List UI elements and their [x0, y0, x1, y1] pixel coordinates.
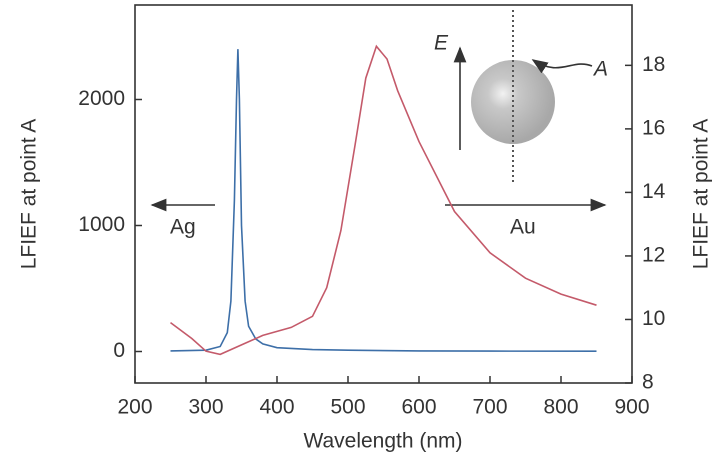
x-tick-label: 400	[259, 396, 294, 419]
x-tick-label: 800	[543, 396, 578, 419]
inset: E A	[434, 10, 608, 185]
y2-axis-label: LFIEF at point A	[690, 119, 713, 270]
y2-tick-label: 12	[642, 243, 665, 266]
y2-tick-label: 18	[642, 53, 665, 76]
y2-tick-label: 14	[642, 180, 666, 203]
y2-tick-label: 10	[642, 307, 665, 330]
field-label: E	[434, 32, 449, 55]
y-tick-label: 2000	[78, 87, 125, 110]
au-label: Au	[510, 216, 536, 239]
x-axis-label: Wavelength (nm)	[303, 430, 462, 453]
point-label: A	[592, 58, 608, 81]
y2-tick-label: 16	[642, 116, 665, 139]
x-tick-label: 200	[117, 396, 152, 419]
y-tick-label: 1000	[78, 213, 125, 236]
ag-label: Ag	[170, 216, 196, 239]
y-tick-label: 0	[113, 339, 125, 362]
x-tick-label: 500	[330, 396, 365, 419]
plot-frame	[134, 4, 633, 384]
x-tick-label: 600	[401, 396, 436, 419]
y2-tick-label: 8	[642, 371, 654, 394]
series-line	[170, 49, 597, 352]
y-axis-label: LFIEF at point A	[18, 119, 41, 270]
series-line	[170, 44, 597, 356]
point-arrow	[531, 59, 593, 74]
x-tick-label: 300	[188, 396, 223, 419]
x-tick-label: 700	[472, 396, 507, 419]
x-tick-label: 900	[614, 396, 649, 419]
